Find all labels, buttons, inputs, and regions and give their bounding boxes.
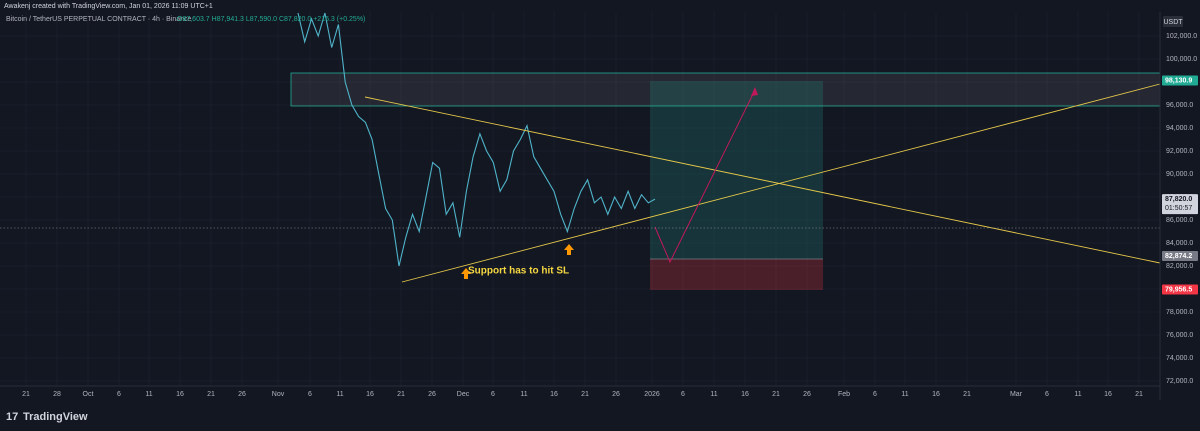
price-tag-label: 82,874.2 (1165, 253, 1192, 260)
time-label: 11 (145, 391, 152, 398)
time-label: 11 (901, 391, 908, 398)
price-tick-label: 94,000.0 (1166, 125, 1193, 132)
ohlc: O87,603.7 H87,941.3 L87,590.0 C87,820.0 … (177, 16, 365, 23)
currency-badge (1163, 16, 1183, 27)
symbol: Bitcoin / TetherUS PERPETUAL CONTRACT · … (6, 16, 192, 23)
time-label: 16 (932, 391, 940, 398)
support-trendline (401, 83, 1161, 283)
price-tick-label: 84,000.0 (1166, 240, 1193, 247)
grid (0, 12, 1160, 386)
price-tick-label: 82,000.0 (1166, 263, 1193, 270)
support-arrow (564, 244, 574, 255)
price-tag (1162, 75, 1198, 86)
time-label: 11 (336, 391, 343, 398)
time-label: 16 (176, 391, 184, 398)
price-tick-label: 96,000.0 (1166, 102, 1193, 109)
time-label: 16 (1104, 391, 1112, 398)
annotation: Support has to hit SL (468, 266, 569, 277)
time-label: Nov (272, 391, 285, 398)
credit: Awakenj created with TradingView.com, Ja… (4, 3, 213, 10)
price-tag-label: 98,130.9 (1165, 77, 1192, 84)
stop-zone (650, 259, 823, 290)
time-label: 16 (366, 391, 374, 398)
price-tag (1162, 250, 1198, 261)
time-label: 21 (207, 391, 215, 398)
target-zone (650, 81, 823, 259)
time-label: Oct (83, 391, 94, 398)
currency: USDT (1163, 19, 1183, 26)
time-label: 6 (308, 391, 312, 398)
time-label: 6 (1045, 391, 1049, 398)
time-label: 11 (1074, 391, 1081, 398)
time-label: 21 (581, 391, 589, 398)
resistance-trendline (364, 96, 1161, 264)
time-label: 2026 (644, 391, 660, 398)
time-label: 21 (1135, 391, 1143, 398)
price-layer (297, 12, 656, 267)
countdown: 01:50:57 (1165, 205, 1192, 212)
price-tag (1162, 284, 1198, 295)
time-label: 11 (710, 391, 717, 398)
price-tick-label: 72,000.0 (1166, 378, 1193, 385)
projection-path (654, 89, 756, 264)
price-line (297, 12, 656, 267)
price-tick-label: 74,000.0 (1166, 355, 1193, 362)
logo-mark: 17 (6, 411, 18, 423)
price-tick-label: 100,000.0 (1166, 56, 1197, 63)
time-label: Dec (457, 391, 470, 398)
time-label: 11 (520, 391, 527, 398)
projection-arrowhead (751, 87, 758, 96)
time-label: 26 (428, 391, 436, 398)
support-arrow (461, 268, 471, 279)
top-bar (0, 0, 1200, 12)
time-label: 16 (741, 391, 749, 398)
time-label: 21 (397, 391, 405, 398)
price-tick-label: 78,000.0 (1166, 309, 1193, 316)
time-label: 21 (963, 391, 971, 398)
time-label: 26 (238, 391, 246, 398)
price-tag-label: 79,956.5 (1165, 286, 1192, 293)
logo: TradingView (23, 411, 88, 423)
time-label: 26 (803, 391, 811, 398)
time-label: 28 (53, 391, 61, 398)
price-tick-label: 76,000.0 (1166, 332, 1193, 339)
price-tick-label: 90,000.0 (1166, 171, 1193, 178)
time-label: 6 (873, 391, 877, 398)
price-tag-label: 87,820.0 (1165, 196, 1192, 203)
price-tick-label: 92,000.0 (1166, 148, 1193, 155)
time-label: 21 (22, 391, 30, 398)
time-label: 6 (681, 391, 685, 398)
time-label: 6 (117, 391, 121, 398)
price-axis: 102,000.0100,000.098,000.096,000.094,000… (22, 33, 1198, 398)
footer (0, 402, 1200, 431)
resistance-zone (290, 72, 1161, 107)
time-label: Mar (1010, 391, 1023, 398)
price-tag (1162, 194, 1198, 215)
price-tick-label: 102,000.0 (1166, 33, 1197, 40)
time-label: Feb (838, 391, 850, 398)
price-tick-label: 86,000.0 (1166, 217, 1193, 224)
time-label: 16 (550, 391, 558, 398)
time-label: 6 (491, 391, 495, 398)
time-label: 21 (772, 391, 780, 398)
time-label: 26 (612, 391, 620, 398)
